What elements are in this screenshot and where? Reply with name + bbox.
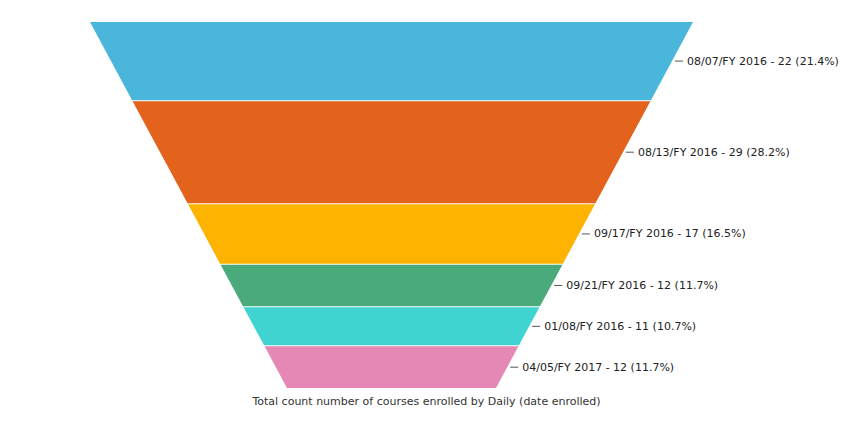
svg-text:09/21/FY 2016 - 12 (11.7%): 09/21/FY 2016 - 12 (11.7%) xyxy=(566,279,718,292)
svg-text:08/07/FY 2016 - 22 (21.4%): 08/07/FY 2016 - 22 (21.4%) xyxy=(687,55,839,68)
svg-text:09/17/FY 2016 - 17 (16.5%): 09/17/FY 2016 - 17 (16.5%) xyxy=(594,227,746,240)
svg-text:01/08/FY 2016 - 11 (10.7%): 01/08/FY 2016 - 11 (10.7%) xyxy=(544,320,696,333)
svg-text:08/13/FY 2016 - 29 (28.2%): 08/13/FY 2016 - 29 (28.2%) xyxy=(638,146,790,159)
svg-text:Total count number of courses: Total count number of courses enrolled b… xyxy=(251,395,600,408)
svg-text:04/05/FY 2017 - 12 (11.7%): 04/05/FY 2017 - 12 (11.7%) xyxy=(522,361,674,374)
